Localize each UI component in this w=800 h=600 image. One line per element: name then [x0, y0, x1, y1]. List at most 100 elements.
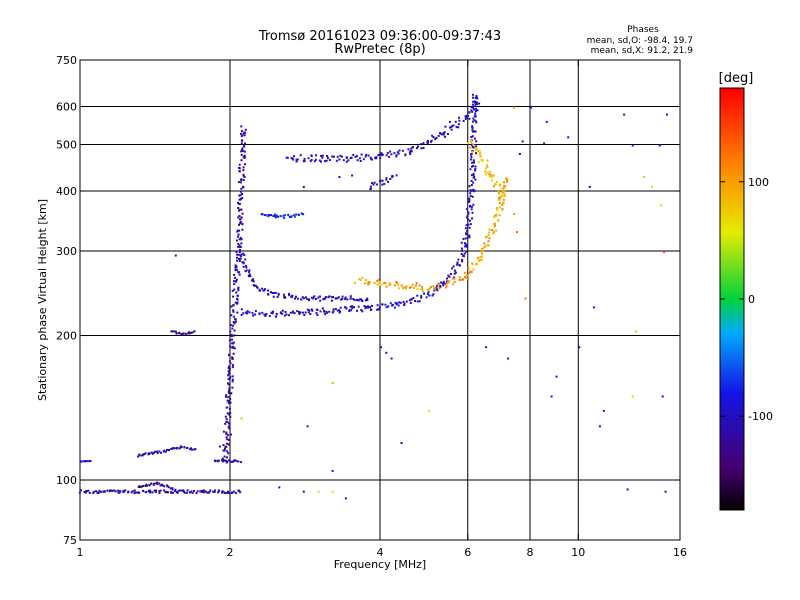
echo-point — [381, 303, 384, 306]
echo-point — [337, 296, 340, 299]
echo-point — [235, 269, 238, 271]
echo-point — [143, 453, 146, 456]
echo-point — [310, 296, 313, 299]
echo-point — [232, 295, 235, 298]
echo-point — [331, 299, 333, 302]
echo-point — [270, 311, 273, 314]
colorbar-band — [720, 436, 744, 438]
echo-point — [250, 279, 253, 282]
colorbar-band — [720, 292, 744, 294]
colorbar-band — [720, 450, 744, 452]
echo-point — [240, 253, 243, 256]
colorbar-band — [720, 465, 744, 467]
colorbar-band — [720, 115, 744, 117]
echo-point — [475, 145, 478, 148]
echo-point — [404, 153, 407, 156]
echo-point — [243, 176, 246, 179]
echo-point — [480, 258, 483, 261]
echo-point — [467, 211, 470, 214]
echo-point — [228, 339, 231, 342]
colorbar-band — [720, 378, 744, 380]
colorbar-band — [720, 217, 744, 219]
colorbar-band — [720, 210, 744, 212]
y-tick-label: 600 — [56, 101, 77, 114]
echo-point — [376, 304, 379, 307]
echo-point — [380, 346, 382, 349]
echo-point — [474, 103, 477, 105]
echo-point — [469, 194, 472, 197]
echo-point — [288, 314, 290, 317]
colorbar-band — [720, 317, 744, 319]
colorbar-band — [720, 227, 744, 229]
echo-point — [463, 271, 466, 274]
echo-point — [296, 310, 299, 313]
colorbar-band — [720, 105, 744, 107]
echo-point — [248, 311, 251, 314]
echo-point — [453, 269, 456, 272]
echo-point — [623, 113, 626, 116]
colorbar-band — [720, 151, 744, 153]
echo-point — [456, 261, 459, 264]
colorbar-band — [720, 122, 744, 124]
colorbar-band — [720, 326, 744, 328]
echo-point — [370, 158, 373, 161]
echo-point — [231, 357, 234, 360]
echo-point — [503, 181, 505, 184]
echo-point — [481, 252, 483, 255]
colorbar-band — [720, 286, 744, 288]
echo-point — [359, 298, 362, 301]
colorbar-band — [720, 195, 744, 197]
colorbar-band — [720, 237, 744, 239]
echo-point — [340, 298, 342, 301]
echo-point — [144, 452, 147, 455]
echo-point — [98, 489, 101, 492]
echo-point — [507, 357, 510, 360]
echo-point — [225, 491, 228, 494]
colorbar-band — [720, 244, 744, 246]
echo-point — [426, 142, 429, 145]
echo-point — [239, 218, 242, 221]
x-tick-label: 4 — [377, 546, 384, 559]
echo-point — [474, 112, 477, 115]
echo-point — [229, 415, 232, 418]
echo-point — [177, 489, 180, 492]
echo-point — [244, 163, 246, 166]
echo-point — [225, 431, 228, 434]
echo-point — [273, 292, 276, 294]
echo-point — [486, 166, 489, 168]
colorbar-band — [720, 323, 744, 325]
echo-point — [226, 399, 229, 402]
echo-point — [398, 301, 401, 304]
echo-point — [161, 484, 164, 487]
colorbar-band — [720, 125, 744, 127]
echo-point — [241, 197, 244, 200]
echo-point — [309, 160, 312, 163]
colorbar-band — [720, 216, 744, 218]
echo-point — [516, 231, 518, 234]
echo-point — [151, 491, 154, 494]
echo-point — [243, 150, 246, 153]
colorbar-band — [720, 266, 744, 268]
echo-point — [457, 258, 460, 261]
echo-point — [232, 341, 235, 344]
echo-point — [480, 158, 483, 161]
echo-point — [227, 492, 230, 494]
echo-point — [231, 289, 234, 292]
colorbar-band — [720, 259, 744, 261]
echo-point — [233, 329, 236, 332]
echo-point — [465, 245, 468, 248]
echo-point — [373, 181, 376, 184]
echo-point — [438, 287, 441, 290]
echo-point — [231, 386, 234, 389]
colorbar-band — [720, 174, 744, 176]
colorbar-band — [720, 359, 744, 361]
echo-point — [284, 314, 286, 317]
echo-point — [635, 330, 638, 333]
echo-point — [465, 114, 468, 117]
colorbar-band — [720, 117, 744, 119]
echo-point — [238, 170, 241, 173]
echo-point — [351, 174, 354, 177]
echo-point — [267, 293, 270, 296]
echo-point — [432, 285, 435, 288]
echo-point — [254, 284, 257, 287]
